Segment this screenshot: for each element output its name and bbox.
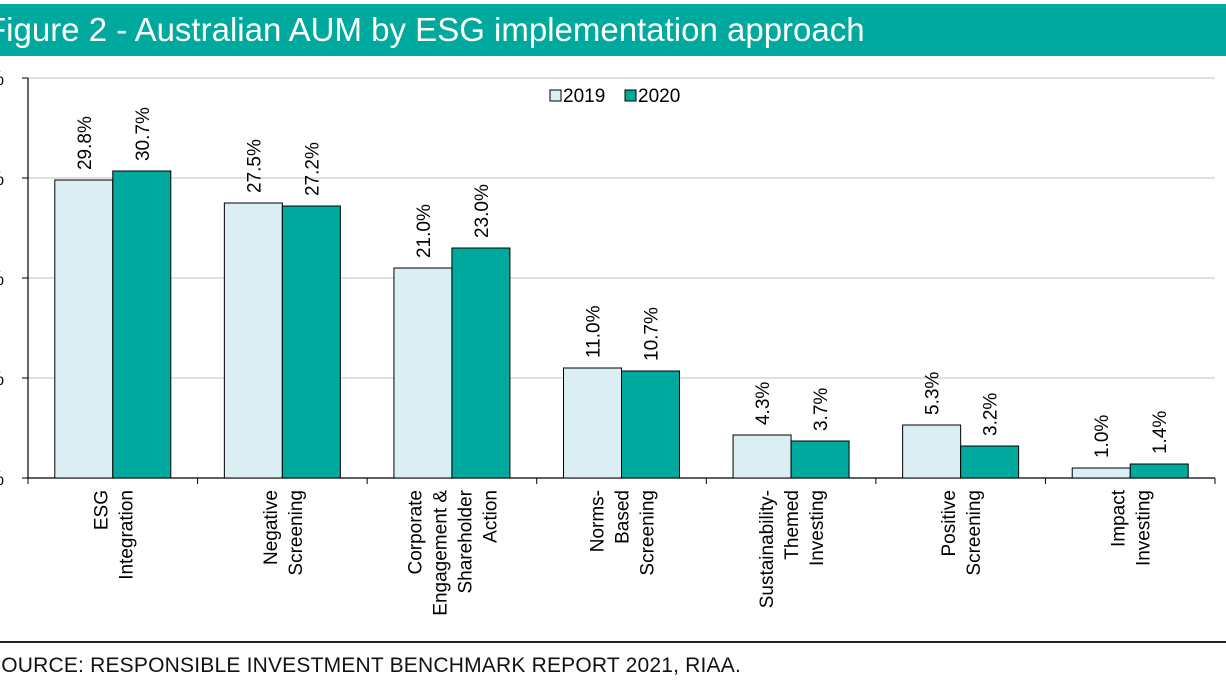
data-label: 27.2%	[302, 142, 323, 196]
data-label: 21.0%	[414, 204, 435, 258]
category-label: Investing	[1134, 490, 1155, 566]
category-label: Integration	[116, 490, 137, 580]
bar-2019	[1071, 467, 1131, 479]
data-label: 4.3%	[753, 382, 774, 425]
y-tick-label: %	[0, 169, 4, 190]
category-label: Screening	[286, 490, 307, 576]
category-label: Sustainability-	[757, 490, 778, 608]
category-label: Screening	[638, 490, 659, 576]
y-tick-label: %	[0, 69, 4, 90]
bar-2020	[451, 247, 511, 479]
figure-title-bar: Figure 2 - Australian AUM by ESG impleme…	[0, 4, 1226, 56]
data-label: 1.4%	[1150, 411, 1171, 454]
bar-2019	[223, 202, 283, 479]
legend-swatch-2020	[624, 89, 637, 102]
category-label: Action	[480, 490, 501, 543]
bar-2019	[902, 424, 962, 479]
data-label: 3.7%	[811, 388, 832, 431]
bar-2019	[732, 434, 792, 479]
legend-label-2020: 2020	[638, 86, 680, 107]
data-label: 10.7%	[642, 307, 663, 361]
data-label: 30.7%	[133, 107, 154, 161]
category-label: Negative	[261, 490, 282, 565]
legend-label-2019: 2019	[563, 86, 605, 107]
data-label: 11.0%	[584, 305, 605, 358]
category-label: Positive	[939, 490, 960, 557]
bar-2020	[621, 370, 680, 479]
bar-2019	[563, 367, 622, 479]
bar-chart: %%%%% 29.8% 27.5% 21.0% 11.0% 4.3% 5.3% 1.0% 30.…	[0, 69, 1216, 616]
data-label: 23.0%	[472, 184, 493, 238]
bar-2020	[281, 205, 341, 479]
source-note: SOURCE: RESPONSIBLE INVESTMENT BENCHMARK…	[0, 654, 741, 677]
y-tick-label: %	[0, 469, 4, 490]
data-label: 29.8%	[75, 116, 96, 170]
bar-2019	[393, 267, 453, 479]
y-tick-label: %	[0, 369, 4, 390]
category-label: Themed	[782, 490, 803, 560]
category-label: ESG	[91, 490, 112, 530]
data-label: 1.0%	[1092, 415, 1113, 458]
category-label: Engagement &	[430, 490, 451, 616]
bar-2020	[1129, 463, 1189, 479]
bar-2019	[54, 179, 114, 479]
category-label: Corporate	[405, 490, 426, 575]
bar-2020	[112, 170, 172, 479]
category-label: Norms-	[588, 490, 609, 552]
category-label: Based	[613, 490, 634, 544]
category-label: Impact	[1109, 489, 1130, 547]
category-label: Screening	[964, 490, 985, 576]
bar-2020	[790, 440, 850, 479]
category-label: Shareholder	[455, 489, 476, 593]
legend-swatch-2019	[549, 89, 562, 102]
y-tick-label: %	[0, 269, 4, 290]
bar-2020	[960, 445, 1020, 479]
source-divider	[0, 641, 1226, 643]
data-label: 3.2%	[981, 393, 1002, 436]
category-label: Investing	[807, 490, 828, 566]
data-label: 5.3%	[923, 372, 944, 415]
data-label: 27.5%	[244, 139, 265, 193]
figure-title: Figure 2 - Australian AUM by ESG impleme…	[0, 11, 865, 48]
